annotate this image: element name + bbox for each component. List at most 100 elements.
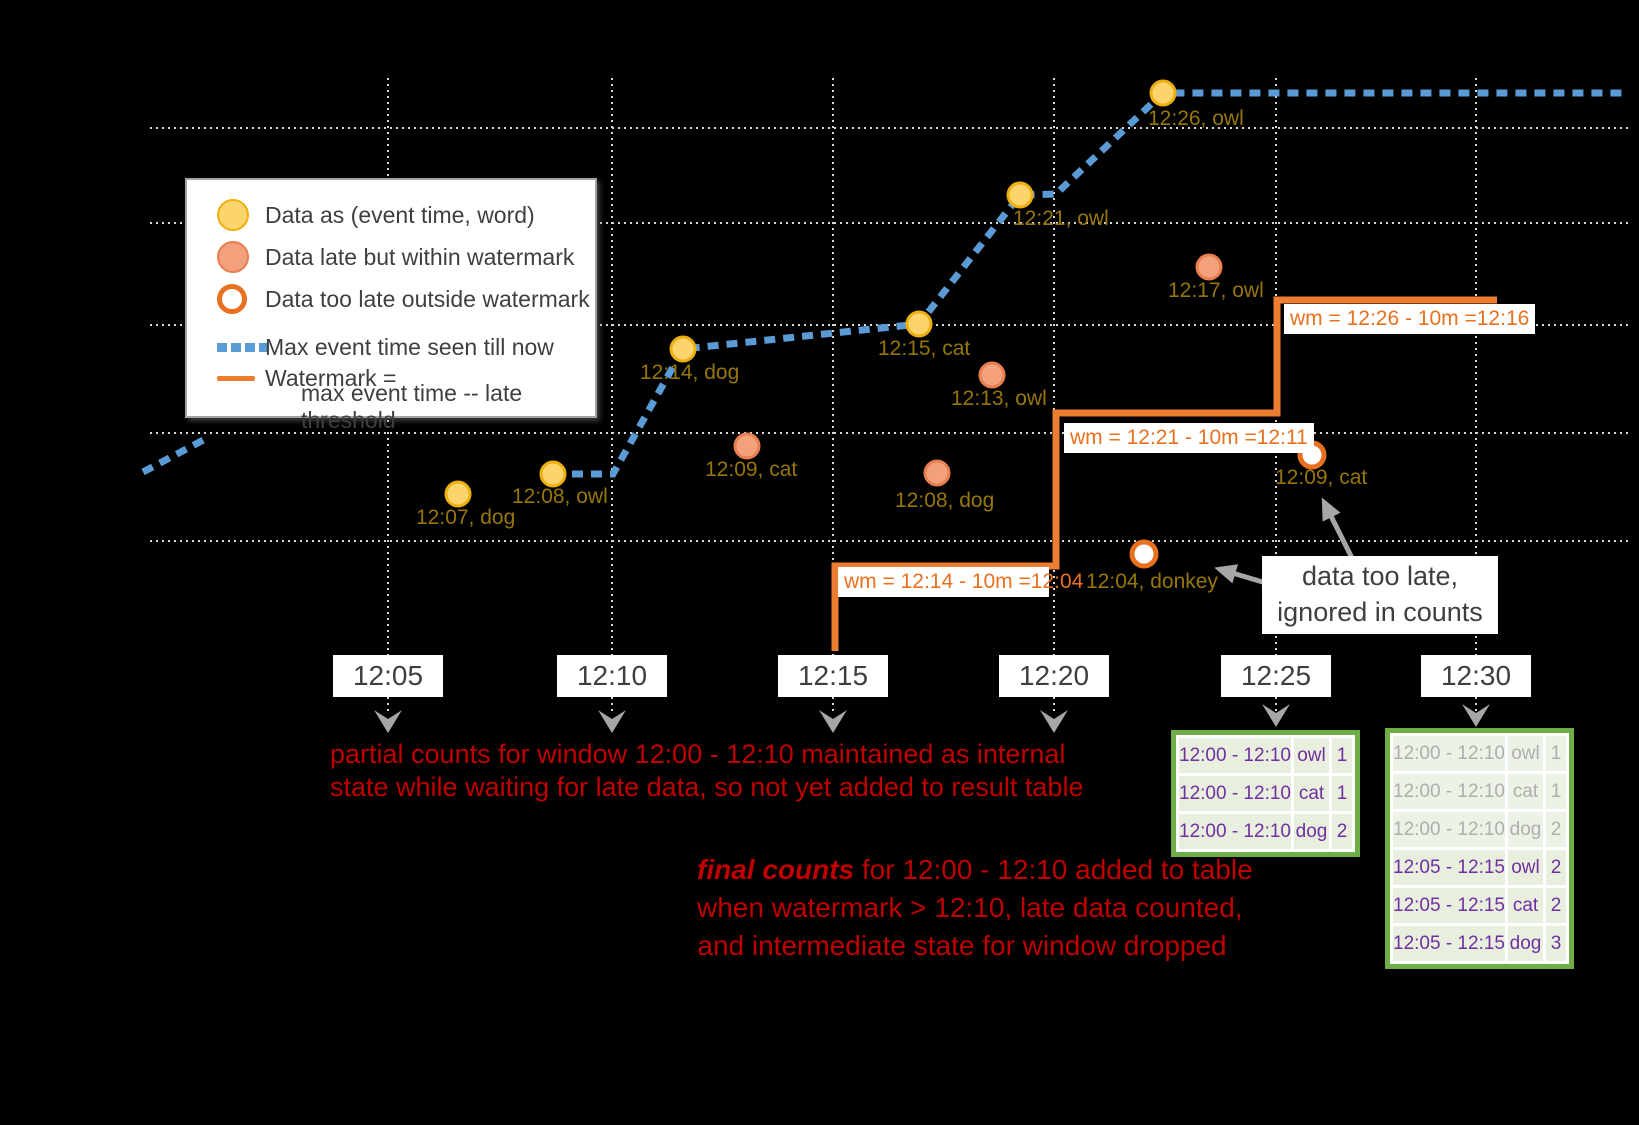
note-final-counts: final counts for 12:00 - 12:10 added to …	[697, 851, 1253, 965]
data-point-on-time	[444, 480, 472, 508]
legend-item-watermark: Watermark =	[209, 364, 595, 392]
result-table-row: 12:00 - 12:10 cat 1	[1393, 774, 1566, 809]
data-point-label: 12:09, cat	[705, 458, 798, 481]
note-partial-counts: partial counts for window 12:00 - 12:10 …	[330, 738, 1084, 804]
down-arrow-icon	[598, 710, 626, 733]
result-table-cell: cat	[1294, 776, 1329, 811]
result-table-cell: 12:00 - 12:10	[1393, 774, 1505, 809]
result-table-cell: dog	[1508, 812, 1543, 847]
result-table-cell: 12:05 - 12:15	[1393, 888, 1505, 923]
result-table-row: 12:05 - 12:15 dog 3	[1393, 926, 1566, 961]
legend-label: Watermark =	[265, 364, 397, 391]
too-late-callout: data too late, ignored in counts	[1262, 556, 1498, 634]
result-table-row: 12:00 - 12:10 owl 1	[1179, 738, 1352, 773]
data-point-on-time	[905, 310, 933, 338]
result-table-cell: 3	[1546, 926, 1566, 961]
result-table-cell: 1	[1332, 776, 1352, 811]
result-table-cell: 2	[1332, 814, 1352, 849]
data-point-late-ok	[923, 459, 951, 487]
data-point-label: 12:26, owl	[1148, 107, 1244, 130]
result-table-cell: 1	[1546, 736, 1566, 771]
result-table-row: 12:00 - 12:10 owl 1	[1393, 736, 1566, 771]
result-table-cell: 1	[1546, 774, 1566, 809]
data-point-late-ok	[733, 432, 761, 460]
result-table-row: 12:05 - 12:15 owl 2	[1393, 850, 1566, 885]
result-table-cell: 2	[1546, 812, 1566, 847]
watermark-value-label: wm = 12:26 - 10m =12:16	[1284, 304, 1536, 334]
data-point-label: 12:15, cat	[878, 337, 971, 360]
callout-line: ignored in counts	[1277, 597, 1483, 627]
result-table-cell: dog	[1294, 814, 1329, 849]
legend-item-max-event-time: Max event time seen till now	[209, 330, 595, 364]
data-point-label: 12:04, donkey	[1086, 570, 1218, 593]
result-table-cell: owl	[1508, 736, 1543, 771]
result-table-row: 12:05 - 12:15 cat 2	[1393, 888, 1566, 923]
data-point-label: 12:13, owl	[951, 387, 1047, 410]
result-table-cell: 12:00 - 12:10	[1179, 738, 1291, 773]
result-table-cell: 1	[1332, 738, 1352, 773]
blue-dashed-line-icon	[217, 342, 269, 352]
watermark-line	[831, 296, 1497, 651]
result-table-row: 12:00 - 12:10 dog 2	[1179, 814, 1352, 849]
data-point-on-time	[539, 460, 567, 488]
down-arrow-icon	[1462, 704, 1490, 727]
data-point-on-time	[1006, 181, 1034, 209]
max-event-time-line	[553, 89, 1622, 478]
result-table-cell: dog	[1508, 926, 1543, 961]
legend-label-watermark-formula: max event time -- late threshold	[301, 380, 523, 433]
note-line: and intermediate state for window droppe…	[697, 930, 1227, 961]
legend-label: Data too late outside watermark	[265, 285, 590, 312]
result-table-cell: 12:00 - 12:10	[1179, 814, 1291, 849]
data-point-label: 12:08, dog	[895, 489, 995, 512]
legend-item-on-time: Data as (event time, word)	[209, 194, 595, 236]
orange-line-icon	[217, 375, 255, 381]
result-table-row: 12:00 - 12:10 dog 2	[1393, 812, 1566, 847]
data-point-too-late	[1129, 539, 1159, 569]
result-table-row: 12:00 - 12:10 cat 1	[1179, 776, 1352, 811]
data-point-on-time	[669, 335, 697, 363]
legend-label: Data late but within watermark	[265, 243, 575, 270]
legend-label: Max event time seen till now	[265, 333, 554, 360]
result-table-cell: owl	[1508, 850, 1543, 885]
down-arrow-icon	[374, 710, 402, 733]
note-line: partial counts for window 12:00 - 12:10 …	[330, 739, 1066, 769]
result-table-cell: 2	[1546, 888, 1566, 923]
data-point-late-ok	[1195, 253, 1223, 281]
legend: Data as (event time, word) Data late but…	[185, 178, 597, 433]
data-point-label: 12:17, owl	[1168, 279, 1264, 302]
result-table-cell: 12:05 - 12:15	[1393, 850, 1505, 885]
watermark-value-label: wm = 12:14 - 10m =12:04	[838, 567, 1090, 597]
result-table-cell: 12:00 - 12:10	[1179, 776, 1291, 811]
data-point-on-time	[1149, 79, 1177, 107]
note-line: when watermark > 12:10, late data counte…	[697, 892, 1243, 923]
result-table-cell: owl	[1294, 738, 1329, 773]
result-table-cell: cat	[1508, 888, 1543, 923]
note-line: final counts for 12:00 - 12:10 added to …	[697, 854, 1253, 885]
time-tick-label: 12:05	[333, 655, 443, 697]
time-tick-label: 12:25	[1221, 655, 1331, 697]
late-point-icon	[217, 241, 249, 273]
result-table: 12:00 - 12:10 owl 1 12:00 - 12:10 cat 1 12:00 …	[1385, 728, 1574, 969]
result-table-cell: 12:00 - 12:10	[1393, 812, 1505, 847]
result-table-cell: 12:05 - 12:15	[1393, 926, 1505, 961]
on-time-point-icon	[217, 199, 249, 231]
result-table-cell: cat	[1508, 774, 1543, 809]
data-point-label: 12:08, owl	[512, 485, 608, 508]
time-tick-label: 12:10	[557, 655, 667, 697]
result-table-cell: 2	[1546, 850, 1566, 885]
data-point-label: 12:09, cat	[1275, 466, 1368, 489]
result-table-cell: 12:00 - 12:10	[1393, 736, 1505, 771]
legend-item-late-within: Data late but within watermark	[209, 236, 595, 278]
data-point-late-ok	[978, 361, 1006, 389]
down-arrow-icon	[819, 710, 847, 733]
time-tick-label: 12:15	[778, 655, 888, 697]
legend-item-too-late: Data too late outside watermark	[209, 278, 595, 320]
data-point-label: 12:21, owl	[1013, 207, 1109, 230]
note-line: state while waiting for late data, so no…	[330, 772, 1084, 802]
max-event-time-line-start	[141, 433, 211, 476]
down-arrow-icon	[1262, 704, 1290, 727]
data-point-label: 12:14, dog	[640, 361, 740, 384]
time-tick-label: 12:30	[1421, 655, 1531, 697]
